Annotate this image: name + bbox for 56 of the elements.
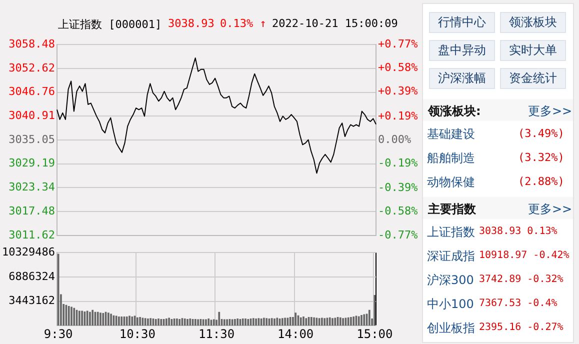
y-tick-label: 3011.62 [8, 228, 55, 242]
y-tick-label: 6886324 [8, 270, 56, 283]
text: 2022-10-21 15:00:09 [272, 17, 398, 30]
text: 更多>> [528, 103, 572, 119]
text: 沪深涨幅 [429, 68, 495, 89]
text: 盘中异动 [429, 40, 495, 61]
text: 中小100 [427, 296, 474, 312]
y2-tick-label: +0.39% [378, 84, 418, 98]
y2-tick-label: -0.77% [378, 228, 418, 242]
x-tick-label: 11:30 [198, 326, 235, 341]
y-tick-label: 10329486 [2, 245, 55, 258]
text: 深证成指 [427, 248, 475, 264]
x-tick-label: 14:00 [278, 326, 314, 341]
text: 主要指数 [428, 201, 476, 217]
x-tick-label: 15:00 [356, 326, 393, 341]
y-tick-label: 3052.62 [8, 61, 55, 74]
text: (2.88%) [518, 174, 564, 190]
y-tick-label: 3040.91 [8, 109, 55, 122]
text: 领涨板块: [428, 103, 481, 119]
text: 7367.53 -0.4% [479, 297, 558, 311]
text: 动物保健 [427, 174, 475, 190]
text: 实时大单 [500, 40, 566, 61]
text: 2395.16 -0.27% [479, 321, 564, 335]
text: 0.13% ↑ [220, 17, 266, 30]
y2-tick-label: +0.19% [378, 109, 418, 122]
text: 沪深300 [427, 272, 474, 288]
y2-tick-label: -0.19% [378, 156, 418, 170]
x-tick-label: 9:30 [44, 326, 73, 341]
y-tick-label: 3058.48 [8, 37, 55, 50]
y-tick-label: 3035.05 [8, 132, 55, 146]
text: 3742.89 -0.32% [479, 273, 564, 287]
y2-tick-label: 0.00% [378, 132, 412, 146]
text: (3.49%) [518, 126, 564, 142]
y-tick-label: 3443162 [8, 294, 55, 308]
text: 更多>> [528, 201, 572, 217]
y-tick-label: 3046.76 [8, 85, 55, 98]
text: 10918.97 -0.42% [479, 249, 570, 263]
y2-tick-label: -0.39% [378, 181, 418, 194]
y2-tick-label: -0.58% [378, 204, 418, 218]
y-tick-label: 3017.48 [8, 204, 55, 218]
y-tick-label: 3023.34 [8, 180, 56, 194]
text: 上证指数 [427, 224, 475, 240]
text: 船舶制造 [427, 150, 475, 166]
y2-tick-label: +0.77% [378, 37, 418, 50]
text: 行情中心 [429, 12, 495, 33]
text: (3.32%) [518, 150, 564, 166]
chart-title: 上证指数 [000001] [58, 17, 162, 32]
text: 基础建设 [427, 126, 475, 142]
text: 创业板指 [427, 320, 475, 336]
text: 领涨板块 [500, 12, 566, 33]
text: 资金统计 [500, 68, 566, 89]
y-tick-label: 3029.19 [8, 156, 55, 170]
y2-tick-label: +0.58% [378, 61, 418, 74]
text: 3038.93 [168, 17, 214, 30]
x-tick-label: 10:30 [119, 326, 156, 341]
text: 3038.93 0.13% [479, 225, 558, 239]
